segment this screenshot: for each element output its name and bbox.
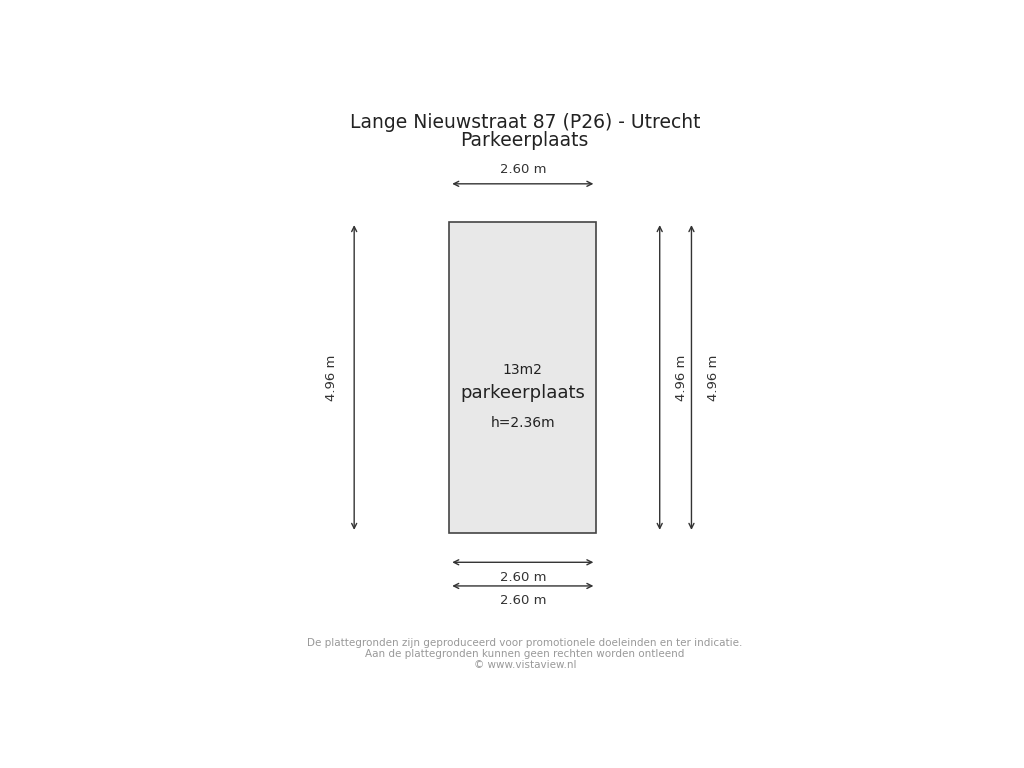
Text: 4.96 m: 4.96 m [708, 354, 720, 401]
Text: 2.60 m: 2.60 m [500, 163, 546, 176]
Text: © www.vistaview.nl: © www.vistaview.nl [473, 660, 577, 670]
Text: 2.60 m: 2.60 m [500, 571, 546, 584]
Text: 4.96 m: 4.96 m [326, 354, 339, 401]
Text: 2.60 m: 2.60 m [500, 594, 546, 607]
Text: parkeerplaats: parkeerplaats [461, 384, 586, 402]
Text: De plattegronden zijn geproduceerd voor promotionele doeleinden en ter indicatie: De plattegronden zijn geproduceerd voor … [307, 638, 742, 648]
Text: 13m2: 13m2 [503, 362, 543, 376]
Text: Aan de plattegronden kunnen geen rechten worden ontleend: Aan de plattegronden kunnen geen rechten… [366, 649, 684, 659]
Bar [450, 222, 596, 533]
Text: 4.96 m: 4.96 m [676, 354, 688, 401]
Text: Lange Nieuwstraat 87 (P26) - Utrecht: Lange Nieuwstraat 87 (P26) - Utrecht [349, 114, 700, 132]
Text: Parkeerplaats: Parkeerplaats [461, 131, 589, 151]
Text: h=2.36m: h=2.36m [490, 416, 555, 430]
